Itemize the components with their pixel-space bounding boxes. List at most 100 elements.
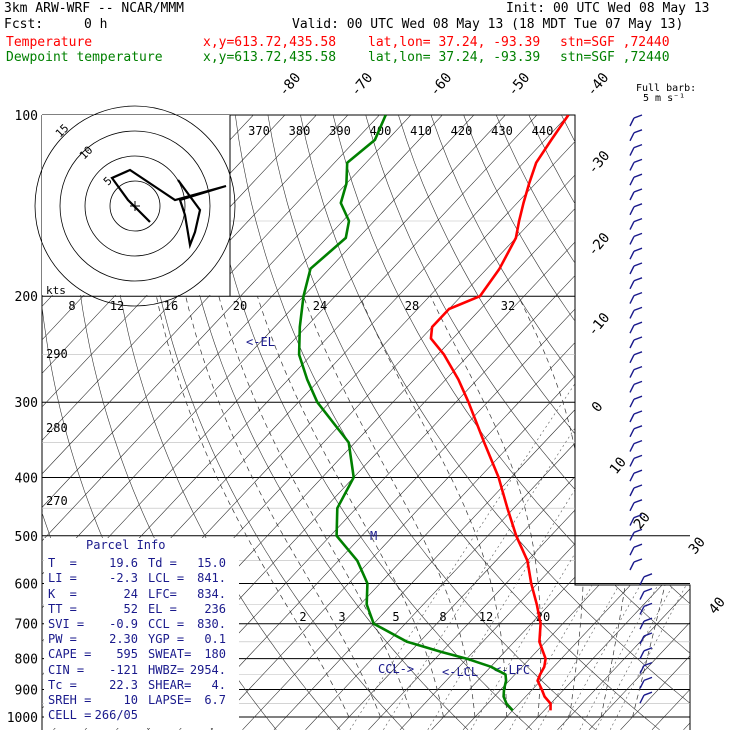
hodograph-ring (109, 180, 161, 232)
pressure-tick-label: 1000 (7, 711, 38, 726)
wind-barb (639, 676, 653, 689)
parcel-info-cell: 4. (211, 677, 226, 692)
isotherm (525, 115, 690, 730)
wind-barb (629, 513, 643, 526)
parcel-info-title: Parcel Info (86, 538, 166, 552)
pressure-tick-label: 700 (15, 618, 38, 633)
pressure-tick-label: 600 (15, 577, 38, 592)
parcel-info-cell: 6.7 (204, 692, 226, 707)
isotherm-label: 30 (686, 534, 709, 557)
dry-adiabat (430, 115, 690, 730)
hodograph-units: kts (46, 284, 66, 297)
parcel-info-cell: 24 (123, 586, 138, 601)
isotherm-label: -80 (276, 70, 305, 100)
dewpoint-legend-latlon: lat,lon= 37.24, -93.39 (368, 50, 541, 65)
parcel-info-row: T = 19.6 Td = 15.0 (44, 556, 239, 571)
parcel-info-cell: SHEAR= (148, 677, 192, 692)
wind-barb (629, 143, 643, 156)
mixing-ratio-line (427, 282, 690, 730)
wind-barb (629, 321, 643, 334)
wind-barb (629, 499, 643, 512)
isotherm-label: -60 (427, 70, 456, 100)
moist-adiabat (218, 296, 413, 718)
isotherm (620, 115, 690, 730)
parcel-info-cell: EL = (148, 601, 177, 616)
pressure-tick-label: 200 (15, 290, 38, 305)
isotherm (242, 115, 690, 730)
init-time: Init: 00 UTC Wed 08 May 13 (506, 1, 710, 16)
wind-barb (639, 647, 653, 660)
moist-adiabat (430, 296, 542, 718)
parcel-info-box: Parcel Info T = 19.6 Td = 15.0 LI = -2.3 LCL =… (44, 538, 239, 728)
parcel-info-cell: 0.1 (204, 632, 226, 647)
isotherm (715, 87, 740, 729)
isotherm (651, 115, 690, 730)
parcel-info-cell: LFC= (148, 586, 177, 601)
parcel-info-cell: 841. (197, 571, 226, 586)
isotherm (42, 115, 532, 730)
isotherm-label: 20 (631, 509, 654, 532)
wind-barb (629, 232, 643, 245)
theta-label: 380 (289, 124, 311, 138)
mixing-ratio-line (595, 282, 690, 730)
dry-adiabat (495, 115, 690, 730)
wind-barb (629, 262, 643, 275)
parcel-info-cell: SREH = (48, 692, 92, 707)
mixing-ratio-label: 24 (313, 299, 327, 313)
parcel-info-cell: CCL = (148, 616, 185, 631)
wind-barb (629, 351, 643, 364)
moist-adiabat (303, 296, 476, 718)
isotherm-label: 40 (706, 594, 729, 617)
hodograph-ring (84, 155, 186, 257)
temperature-legend-latlon: lat,lon= 37.24, -93.39 (368, 35, 541, 50)
sounding-traces (297, 115, 570, 712)
parcel-info-row: CIN = -121 HWBZ= 2954. (44, 663, 239, 678)
parcel-info-row: K = 24 LFC= 834. (44, 587, 239, 602)
wind-barb (629, 158, 643, 171)
wind-barb (629, 543, 643, 556)
wind-barb (629, 291, 643, 304)
hodograph-background (42, 115, 230, 295)
isotherm (399, 115, 690, 730)
isotherm-label: -20 (585, 230, 614, 260)
wind-barb (629, 365, 643, 378)
dry-adiabat (463, 115, 690, 730)
pressure-tick-label: 400 (15, 471, 38, 486)
wind-barb (629, 528, 643, 541)
wind-barb (629, 336, 643, 349)
dry-adiabat (267, 115, 660, 730)
dry-adiabat (658, 115, 690, 730)
parcel-info-cell: 2.30 (109, 632, 138, 647)
hodograph-trace (110, 168, 227, 250)
isotherm (305, 115, 690, 730)
wind-barb (629, 439, 643, 452)
parcel-info-cell: HWBZ= (148, 662, 185, 677)
parcel-info-row: CELL = 266/05 (44, 708, 239, 723)
mixing-ratio-line (349, 282, 644, 730)
parcel-info-cell: 180 (204, 647, 226, 662)
theta-label: 430 (491, 124, 513, 138)
mixing-ratio-label: 8 (68, 299, 75, 313)
wind-barb (629, 380, 643, 393)
parcel-info-row: LI = -2.3 LCL = 841. (44, 571, 239, 586)
parcel-info-cell: -0.9 (109, 616, 138, 631)
isotherm (273, 115, 690, 730)
hodograph-ring (34, 105, 236, 307)
pressure-tick-label: 100 (15, 109, 38, 124)
parcel-info-cell: 236 (204, 601, 226, 616)
dry-adiabat (137, 115, 405, 730)
parcel-info-row: Tc = 22.3 SHEAR= 4. (44, 678, 239, 693)
dry-adiabat (235, 115, 596, 730)
isotherm-label: -50 (505, 70, 534, 100)
mixing-ratio-label: 28 (405, 299, 419, 313)
lcl-marker: <-LCL (442, 665, 478, 679)
parcel-info-cell: 19.6 (109, 556, 138, 571)
wind-barb (629, 454, 643, 467)
mixing-ratio-label: 5 (392, 610, 399, 624)
wind-barb (629, 203, 643, 216)
isotherm (42, 115, 500, 730)
parcel-info-cell: CELL = (48, 708, 92, 723)
mixing-ratio-label: 2 (299, 610, 306, 624)
dry-adiabat (169, 115, 469, 730)
